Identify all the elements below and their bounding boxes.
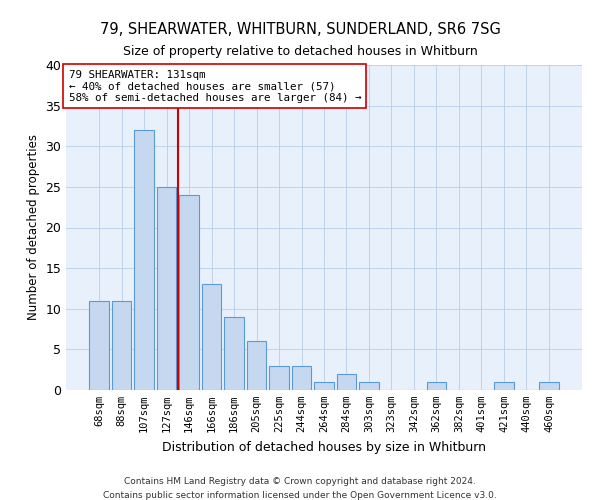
Bar [427,382,446,390]
Bar [247,341,266,390]
Text: Contains HM Land Registry data © Crown copyright and database right 2024.: Contains HM Land Registry data © Crown c… [124,478,476,486]
Bar [157,187,176,390]
Bar [224,317,244,390]
Bar [359,382,379,390]
Bar [202,284,221,390]
Bar [337,374,356,390]
Bar [112,300,131,390]
Bar [89,300,109,390]
X-axis label: Distribution of detached houses by size in Whitburn: Distribution of detached houses by size … [162,440,486,454]
Bar [494,382,514,390]
Bar [314,382,334,390]
Text: Size of property relative to detached houses in Whitburn: Size of property relative to detached ho… [122,45,478,58]
Text: 79 SHEARWATER: 131sqm
← 40% of detached houses are smaller (57)
58% of semi-deta: 79 SHEARWATER: 131sqm ← 40% of detached … [68,70,361,103]
Y-axis label: Number of detached properties: Number of detached properties [27,134,40,320]
Bar [179,195,199,390]
Text: Contains public sector information licensed under the Open Government Licence v3: Contains public sector information licen… [103,491,497,500]
Text: 79, SHEARWATER, WHITBURN, SUNDERLAND, SR6 7SG: 79, SHEARWATER, WHITBURN, SUNDERLAND, SR… [100,22,500,38]
Bar [539,382,559,390]
Bar [269,366,289,390]
Bar [134,130,154,390]
Bar [292,366,311,390]
